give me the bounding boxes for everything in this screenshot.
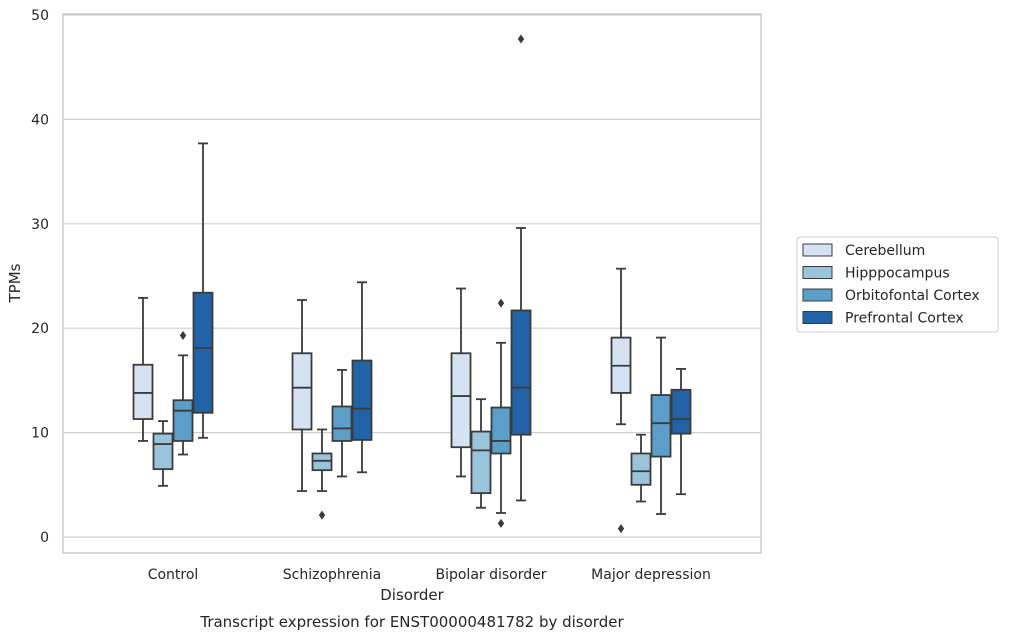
y-tick-labels: 0 10 20 30 40 50	[31, 8, 49, 546]
box-prefrontal-cortex-1	[351, 281, 373, 474]
y-tick-label: 30	[31, 217, 49, 233]
legend-label: Prefrontal Cortex	[845, 311, 964, 327]
legend-frame	[796, 236, 999, 333]
y-tick-label: 20	[31, 321, 49, 337]
box-iqr	[152, 432, 174, 471]
box-iqr	[331, 405, 353, 442]
x-tick-label: Control	[148, 567, 199, 583]
box-iqr	[490, 406, 512, 455]
y-axis-label: TPMs	[6, 263, 24, 303]
box-cerebellum-3	[610, 267, 632, 534]
box-iqr	[291, 352, 313, 431]
y-tick-label: 50	[31, 8, 49, 24]
box-prefrontal-cortex-2	[510, 34, 532, 502]
box-orbitofontal-cortex-3	[650, 336, 672, 515]
box-iqr	[650, 394, 672, 458]
outlier-point	[497, 298, 505, 308]
outlier-point	[617, 524, 625, 534]
box-iqr	[470, 430, 492, 495]
legend-label: Orbitofontal Cortex	[845, 288, 980, 304]
box-iqr	[172, 399, 194, 442]
chart-caption: Transcript expression for ENST0000048178…	[199, 613, 624, 631]
box-iqr	[510, 309, 532, 436]
outlier-point	[497, 518, 505, 528]
legend-label: Hipppocampus	[845, 266, 950, 282]
legend-swatch	[802, 288, 833, 302]
y-tick-label: 10	[31, 426, 49, 442]
box-iqr	[450, 352, 472, 449]
x-tick-label: Major depression	[591, 567, 711, 583]
legend-swatch	[802, 311, 833, 324]
legend-label: Cerebellum	[845, 243, 925, 259]
plot-frame	[62, 13, 762, 554]
legend-swatch	[802, 243, 833, 257]
box-hipppocampus-0	[152, 420, 174, 487]
box-hipppocampus-3	[630, 433, 652, 503]
box-hipppocampus-2	[470, 398, 492, 509]
y-tick-label: 40	[31, 112, 49, 128]
box-cerebellum-0	[132, 297, 154, 442]
box-iqr	[192, 291, 214, 414]
outlier-point	[179, 331, 187, 341]
box-iqr	[132, 363, 154, 420]
y-tick-label: 0	[40, 530, 49, 546]
x-axis-label: Disorder	[380, 586, 444, 604]
box-cerebellum-2	[450, 287, 472, 478]
box-orbitofontal-cortex-2	[490, 298, 512, 528]
x-tick-labels: Control Schizophrenia Bipolar disorder Majo…	[148, 567, 711, 583]
box-iqr	[351, 359, 373, 441]
box-plots	[132, 34, 692, 534]
box-iqr	[670, 388, 692, 435]
legend-swatch	[802, 266, 833, 279]
x-tick-label: Schizophrenia	[283, 567, 381, 583]
box-orbitofontal-cortex-0	[172, 331, 194, 456]
box-orbitofontal-cortex-1	[331, 369, 353, 478]
outlier-point	[517, 34, 525, 44]
legend: Cerebellum Hipppocampus Orbitofontal Corte…	[796, 236, 999, 333]
box-prefrontal-cortex-0	[192, 142, 214, 439]
outlier-point	[318, 510, 326, 520]
box-prefrontal-cortex-3	[670, 368, 692, 496]
box-hipppocampus-1	[311, 428, 333, 520]
box-iqr	[630, 452, 652, 486]
x-tick-label: Bipolar disorder	[435, 567, 546, 583]
box-cerebellum-1	[291, 299, 313, 492]
box-iqr	[311, 452, 333, 472]
